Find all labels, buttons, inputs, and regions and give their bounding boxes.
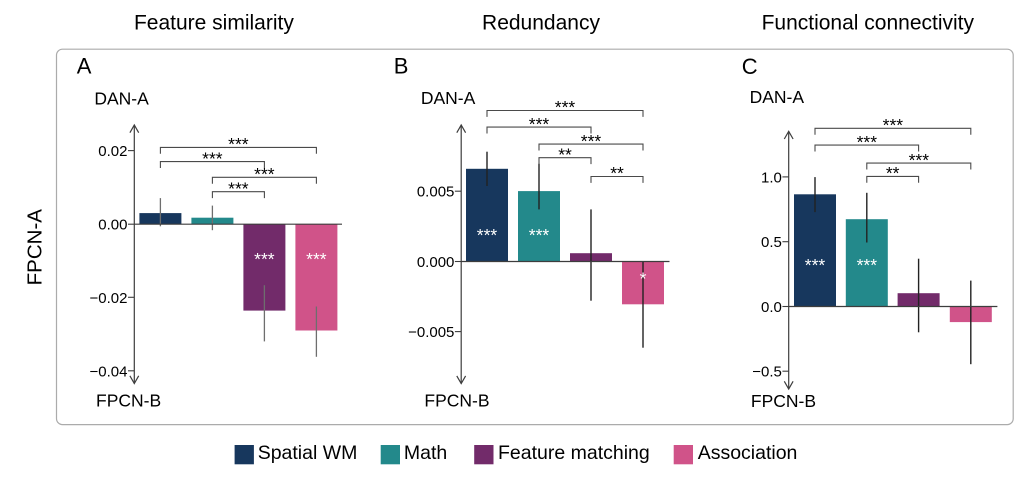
svg-text:Functional connectivity: Functional connectivity xyxy=(762,11,975,34)
svg-text:***: *** xyxy=(202,148,223,168)
svg-text:Association: Association xyxy=(698,442,798,464)
svg-text:***: *** xyxy=(909,150,930,170)
svg-text:***: *** xyxy=(228,178,249,198)
svg-text:0.00: 0.00 xyxy=(98,217,127,234)
svg-text:0.005: 0.005 xyxy=(417,184,455,201)
svg-text:***: *** xyxy=(529,114,550,134)
svg-text:**: ** xyxy=(610,163,624,183)
svg-text:***: *** xyxy=(805,255,826,275)
svg-text:***: *** xyxy=(857,255,878,275)
svg-text:Spatial WM: Spatial WM xyxy=(258,442,358,464)
svg-text:0.02: 0.02 xyxy=(98,143,127,160)
svg-text:Math: Math xyxy=(404,442,447,464)
svg-text:−0.02: −0.02 xyxy=(90,290,128,307)
svg-text:***: *** xyxy=(883,115,904,135)
svg-text:A: A xyxy=(77,54,92,79)
svg-text:0.5: 0.5 xyxy=(761,234,782,251)
svg-text:DAN-A: DAN-A xyxy=(750,87,805,107)
svg-text:***: *** xyxy=(555,97,576,117)
svg-text:***: *** xyxy=(477,225,498,245)
svg-text:***: *** xyxy=(529,225,550,245)
svg-text:−0.5: −0.5 xyxy=(752,364,782,381)
svg-text:−0.005: −0.005 xyxy=(408,324,454,341)
svg-text:−0.04: −0.04 xyxy=(90,363,128,380)
svg-text:DAN-A: DAN-A xyxy=(94,89,149,109)
svg-text:FPCN-B: FPCN-B xyxy=(424,391,489,411)
svg-text:***: *** xyxy=(857,132,878,152)
svg-text:FPCN-A: FPCN-A xyxy=(23,209,46,286)
svg-text:1.0: 1.0 xyxy=(761,169,782,186)
svg-text:C: C xyxy=(742,54,758,79)
svg-text:**: ** xyxy=(886,163,900,183)
svg-text:B: B xyxy=(394,54,409,79)
svg-text:*: * xyxy=(640,268,647,288)
svg-text:***: *** xyxy=(228,134,249,154)
svg-text:**: ** xyxy=(558,144,572,164)
svg-text:FPCN-B: FPCN-B xyxy=(96,391,161,411)
svg-text:0.000: 0.000 xyxy=(417,254,455,271)
svg-text:***: *** xyxy=(581,131,602,151)
svg-text:***: *** xyxy=(306,249,327,269)
svg-text:0.0: 0.0 xyxy=(761,299,782,316)
svg-text:***: *** xyxy=(254,164,275,184)
svg-text:***: *** xyxy=(254,249,275,269)
svg-text:Redundancy: Redundancy xyxy=(482,11,600,34)
svg-text:DAN-A: DAN-A xyxy=(421,88,476,108)
svg-text:Feature similarity: Feature similarity xyxy=(134,11,294,34)
svg-text:Feature matching: Feature matching xyxy=(498,442,650,464)
svg-text:FPCN-B: FPCN-B xyxy=(751,391,816,411)
